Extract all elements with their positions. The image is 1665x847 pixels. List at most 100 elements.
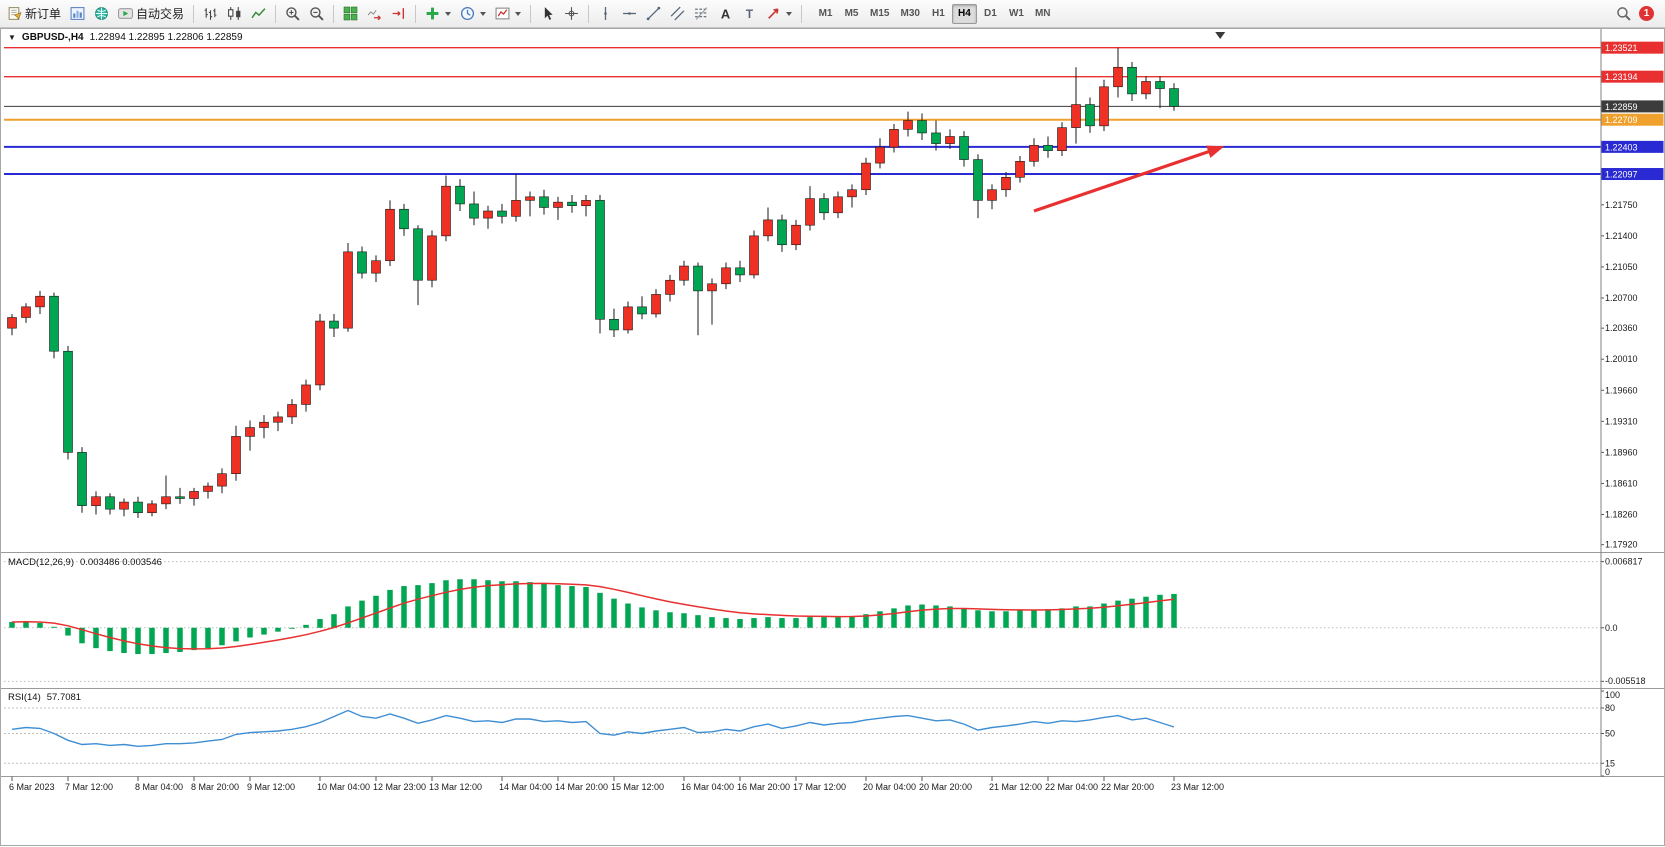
chart-canvas[interactable]: 0.006817 0.0 -0.005518 100 80 50 150 1.21750 1.2… [0, 28, 1665, 847]
fibonacci-icon [695, 7, 708, 20]
trend-arrow-line[interactable] [1033, 147, 1216, 213]
timeframe-button-m5[interactable]: M5 [839, 4, 864, 24]
candle-body [287, 404, 297, 418]
candle-body [1141, 81, 1151, 95]
timeframe-button-d1[interactable]: D1 [978, 4, 1003, 24]
candle-body [1071, 104, 1081, 128]
candle-body [819, 198, 829, 214]
candle-body [91, 496, 101, 506]
timeframe-button-h1[interactable]: H1 [926, 4, 951, 24]
timeframe-button-m1[interactable]: M1 [813, 4, 838, 24]
candle-body [399, 208, 409, 230]
toolbar-right-group: 1 [1616, 6, 1662, 21]
timeframe-button-m15[interactable]: M15 [865, 4, 894, 24]
price-tag [1601, 140, 1664, 153]
candle-body [833, 196, 843, 214]
rsi-axis-label: 100 [1605, 690, 1620, 700]
candle-body [245, 427, 255, 437]
periods-button[interactable] [456, 3, 490, 25]
candle-body [861, 162, 871, 191]
candle-body [889, 129, 899, 148]
chart-shift-icon [392, 8, 405, 19]
zoom-in-icon [286, 7, 300, 21]
candle-body [1127, 66, 1137, 95]
candle-body [343, 251, 353, 329]
channel-button[interactable] [666, 3, 689, 25]
price-tag-label: 1.22403 [1605, 142, 1638, 152]
crosshair-icon [565, 7, 578, 20]
charts-window-button[interactable] [66, 3, 89, 25]
candle-body [847, 189, 857, 198]
trendline-button[interactable] [642, 3, 665, 25]
price-axis-label: 1.20010 [1605, 354, 1638, 364]
timeframe-button-mn[interactable]: MN [1030, 4, 1056, 24]
search-icon[interactable] [1616, 6, 1631, 21]
line-chart-icon [251, 8, 266, 19]
cursor-button[interactable] [536, 3, 559, 25]
svg-text:T: T [746, 8, 754, 21]
horizontal-line-button[interactable] [618, 3, 641, 25]
vertical-line-button[interactable] [594, 3, 617, 25]
globe-icon [95, 7, 108, 20]
candle-body [231, 436, 241, 474]
candle-body [777, 219, 787, 246]
line-chart-button[interactable] [247, 3, 270, 25]
time-axis-area[interactable] [0, 777, 1665, 796]
notifications-badge[interactable]: 1 [1639, 6, 1654, 21]
price-axis-area[interactable] [1601, 28, 1665, 776]
zoom-in-button[interactable] [281, 3, 304, 25]
indicators-button[interactable] [421, 3, 455, 25]
candle-body [189, 491, 199, 499]
candle-body [735, 267, 745, 276]
candle-body [987, 189, 997, 201]
timeframe-button-w1[interactable]: W1 [1004, 4, 1029, 24]
candle-body [623, 306, 633, 331]
trendline-icon [646, 6, 661, 21]
trend-arrow-head[interactable] [1206, 145, 1225, 158]
candle-body [77, 452, 87, 506]
toolbar-separator [193, 4, 195, 23]
time-axis-label: 14 Mar 20:00 [555, 782, 608, 792]
dropdown-caret-icon [515, 11, 522, 16]
auto-scroll-button[interactable] [363, 3, 386, 25]
chart-shift-button[interactable] [387, 3, 410, 25]
time-axis-label: 20 Mar 20:00 [919, 782, 972, 792]
zoom-out-button[interactable] [305, 3, 328, 25]
text-tool-button[interactable]: A [714, 3, 737, 25]
fibonacci-button[interactable] [690, 3, 713, 25]
candle-body [665, 279, 675, 295]
bar-chart-button[interactable] [199, 3, 222, 25]
rsi-axis-label: 80 [1605, 703, 1615, 713]
label-tool-icon: T [746, 8, 754, 21]
candle-body [651, 294, 661, 315]
candle-body [1057, 127, 1067, 151]
candle-body [455, 185, 465, 205]
candle-body [1015, 161, 1025, 178]
label-tool-button[interactable]: T [738, 3, 761, 25]
candle-body [1155, 81, 1165, 89]
candle-body [763, 219, 773, 237]
time-axis-label: 20 Mar 04:00 [863, 782, 916, 792]
candle-body [133, 501, 143, 514]
time-axis-label: 6 Mar 2023 [9, 782, 55, 792]
candle-body [497, 210, 507, 217]
templates-button[interactable] [491, 3, 525, 25]
timeframe-button-h4[interactable]: H4 [951, 3, 977, 24]
price-axis-label: 1.21400 [1605, 231, 1638, 241]
macd-axis-label: -0.005518 [1605, 676, 1646, 686]
cursor-icon [544, 7, 553, 20]
auto-trading-button[interactable]: 自动交易 [114, 3, 188, 25]
new-order-button[interactable]: 新订单 [3, 3, 65, 25]
crosshair-button[interactable] [560, 3, 583, 25]
price-axis-label: 1.21750 [1605, 200, 1638, 210]
timeframe-group: M1 M5 M15 M30 H1 H4 D1 W1 MN [813, 3, 1056, 24]
candle-body [329, 320, 339, 329]
candle-body [427, 235, 437, 281]
candle-body [945, 136, 955, 144]
tile-windows-button[interactable] [339, 3, 362, 25]
dropdown-caret-icon [445, 11, 452, 16]
timeframe-button-m30[interactable]: M30 [895, 4, 924, 24]
candlestick-chart-button[interactable] [223, 3, 246, 25]
profile-button[interactable] [90, 3, 113, 25]
arrows-tool-button[interactable] [762, 3, 796, 25]
